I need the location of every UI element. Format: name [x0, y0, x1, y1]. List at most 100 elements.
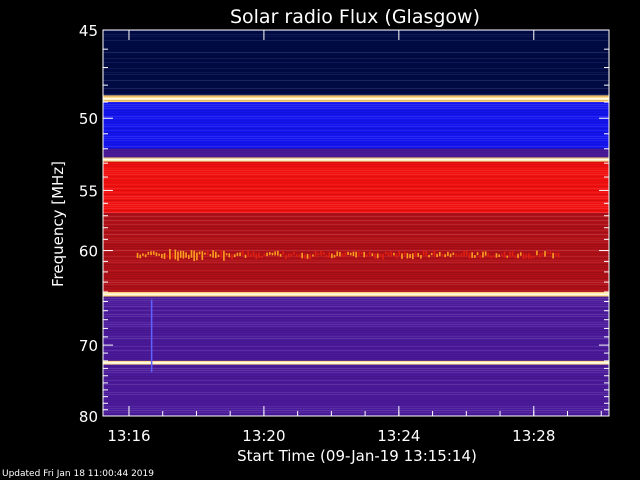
noise-line — [103, 88, 609, 89]
burst-mark — [268, 252, 271, 256]
noise-line — [103, 372, 609, 373]
noise-line — [103, 122, 609, 123]
noise-line — [103, 46, 609, 47]
noise-line — [103, 272, 609, 273]
burst-mark — [374, 253, 376, 259]
burst-mark — [241, 250, 244, 256]
burst-mark — [376, 253, 379, 259]
burst-mark — [498, 254, 500, 257]
burst-mark — [152, 251, 155, 255]
noise-line — [103, 150, 609, 151]
hot-band-core — [103, 158, 609, 161]
x-tick-label: 13:28 — [512, 427, 555, 445]
noise-line — [103, 244, 609, 245]
noise-line — [103, 110, 609, 111]
noise-line — [103, 112, 609, 113]
burst-mark — [341, 253, 344, 258]
noise-line — [103, 346, 609, 347]
noise-line — [103, 240, 609, 241]
burst-mark — [220, 250, 222, 259]
burst-mark — [255, 253, 258, 259]
noise-line — [103, 334, 609, 335]
noise-line — [103, 190, 609, 191]
noise-line — [103, 354, 609, 355]
burst-mark — [228, 253, 231, 258]
noise-line — [103, 194, 609, 195]
noise-line — [103, 156, 609, 157]
burst-mark — [484, 251, 487, 256]
burst-mark — [465, 250, 468, 256]
noise-line — [103, 302, 609, 303]
burst-mark — [171, 252, 174, 259]
burst-mark — [366, 254, 368, 257]
noise-line — [103, 360, 609, 361]
noise-line — [103, 220, 609, 221]
plot-border — [102, 29, 610, 417]
burst-mark — [204, 252, 206, 255]
frequency-band — [103, 161, 609, 214]
burst-mark — [277, 250, 279, 256]
noise-line — [103, 414, 609, 415]
burst-mark — [528, 253, 530, 259]
burst-mark — [382, 253, 384, 260]
burst-mark — [290, 253, 293, 257]
noise-line — [103, 132, 609, 133]
burst-mark — [233, 254, 236, 258]
noise-line — [103, 36, 609, 37]
noise-line — [103, 284, 609, 285]
burst-mark — [444, 254, 446, 258]
noise-line — [103, 68, 609, 69]
burst-mark — [555, 253, 557, 256]
burst-mark — [344, 252, 347, 257]
noise-line — [103, 348, 609, 349]
burst-mark — [522, 253, 525, 259]
burst-mark — [260, 255, 263, 259]
noise-line — [103, 124, 609, 125]
burst-mark — [401, 253, 403, 259]
burst-mark — [368, 251, 371, 256]
x-tick-label: 13:20 — [242, 427, 285, 445]
y-tick-label: 50 — [79, 110, 98, 128]
noise-line — [103, 106, 609, 107]
noise-line — [103, 48, 609, 49]
burst-mark — [295, 254, 298, 257]
frequency-band — [103, 30, 609, 96]
interference-line — [150, 299, 153, 373]
burst-mark — [533, 255, 536, 258]
burst-mark — [336, 251, 339, 257]
burst-mark — [293, 251, 295, 255]
burst-mark — [193, 250, 196, 262]
burst-mark — [463, 250, 465, 257]
burst-mark — [409, 253, 411, 259]
burst-mark — [385, 251, 387, 255]
burst-mark — [309, 254, 312, 260]
noise-line — [103, 74, 609, 75]
burst-mark — [163, 253, 166, 259]
burst-mark — [541, 252, 544, 256]
noise-line — [103, 84, 609, 85]
noise-line — [103, 330, 609, 331]
noise-line — [103, 186, 609, 187]
noise-line — [103, 198, 609, 199]
noise-line — [103, 318, 609, 319]
noise-line — [103, 406, 609, 407]
noise-line — [103, 116, 609, 117]
hot-band-core — [103, 361, 609, 364]
burst-mark — [179, 250, 182, 258]
noise-line — [103, 38, 609, 39]
burst-mark — [339, 251, 341, 257]
burst-mark — [425, 250, 428, 257]
noise-line — [103, 32, 609, 33]
burst-mark — [441, 253, 444, 257]
burst-mark — [557, 252, 560, 258]
burst-mark — [274, 251, 276, 256]
noise-line — [103, 350, 609, 351]
noise-line — [103, 128, 609, 129]
noise-line — [103, 280, 609, 281]
x-axis-label: Start Time (09-Jan-19 13:15:14) — [237, 447, 477, 465]
noise-line — [103, 382, 609, 383]
noise-line — [103, 134, 609, 135]
burst-mark — [263, 253, 266, 256]
noise-line — [103, 328, 609, 329]
burst-mark — [352, 251, 355, 257]
